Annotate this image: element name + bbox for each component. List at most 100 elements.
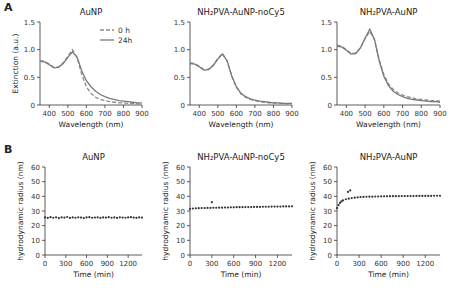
x-tick-label: 0 bbox=[335, 260, 339, 268]
scatter-point bbox=[221, 207, 223, 209]
x-axis bbox=[190, 105, 292, 106]
line-series bbox=[337, 31, 440, 101]
scatter-point bbox=[380, 195, 382, 197]
y-tick bbox=[187, 105, 190, 106]
scatter-point bbox=[421, 195, 423, 197]
chart: AuNP40050060070080090000.51.01.5Waveleng… bbox=[11, 7, 149, 129]
x-tick bbox=[199, 105, 200, 108]
y-tick-label: 40 bbox=[176, 193, 185, 201]
scatter-point bbox=[201, 207, 203, 209]
x-tick-label: 0 bbox=[188, 260, 192, 268]
chart: NH₂PVA-AuNP-noCy540050060070080090000.51… bbox=[174, 7, 299, 129]
scatter-point bbox=[279, 206, 281, 208]
y-tick-label: 0 bbox=[328, 252, 332, 260]
scatter-point bbox=[69, 217, 71, 219]
y-tick bbox=[187, 211, 190, 212]
x-tick-label: 900 bbox=[135, 110, 148, 118]
chart: NH₂PVA-AuNP40050060070080090000.51.01.5W… bbox=[321, 7, 447, 129]
y-tick bbox=[187, 225, 190, 226]
y-tick bbox=[42, 196, 45, 197]
y-axis-label: hydrodynamic radius (nm) bbox=[16, 161, 25, 260]
y-tick-label: 1.5 bbox=[24, 19, 35, 27]
x-tick bbox=[403, 255, 404, 258]
x-tick bbox=[255, 255, 256, 258]
scatter-point bbox=[288, 205, 290, 207]
x-tick bbox=[383, 105, 384, 108]
scatter-point bbox=[439, 195, 441, 197]
y-tick bbox=[187, 49, 190, 50]
y-tick-label: 0.5 bbox=[174, 74, 185, 82]
y-tick-label: 10 bbox=[176, 237, 185, 245]
figure: ABAuNP40050060070080090000.51.01.5Wavele… bbox=[0, 0, 451, 294]
x-tick-label: 700 bbox=[396, 110, 409, 118]
y-tick-label: 1.0 bbox=[321, 46, 332, 54]
scatter-point bbox=[347, 191, 349, 193]
x-axis bbox=[40, 105, 142, 106]
x-tick-label: 1200 bbox=[416, 260, 434, 268]
scatter-point bbox=[407, 195, 409, 197]
y-tick bbox=[37, 22, 40, 23]
scatter-point bbox=[374, 195, 376, 197]
line-series bbox=[40, 50, 142, 104]
scatter-point bbox=[233, 206, 235, 208]
y-tick bbox=[37, 49, 40, 50]
scatter-point bbox=[430, 195, 432, 197]
x-tick bbox=[128, 255, 129, 258]
y-axis bbox=[40, 22, 41, 105]
x-tick bbox=[211, 255, 212, 258]
y-tick-label: 20 bbox=[176, 222, 185, 230]
x-tick bbox=[142, 105, 143, 108]
scatter-point bbox=[357, 196, 359, 198]
y-axis-label: Extinction (a.u.) bbox=[11, 34, 20, 94]
x-tick-label: 800 bbox=[267, 110, 280, 118]
x-tick-label: 500 bbox=[211, 110, 224, 118]
scatter-point bbox=[110, 217, 112, 219]
x-tick bbox=[190, 255, 191, 258]
scatter-point bbox=[415, 195, 417, 197]
y-tick-label: 20 bbox=[31, 222, 40, 230]
scatter-point bbox=[209, 207, 211, 209]
scatter-point bbox=[409, 195, 411, 197]
y-tick bbox=[42, 167, 45, 168]
x-axis bbox=[337, 105, 440, 106]
scatter-point bbox=[337, 204, 339, 206]
chart-title: NH₂PVA-AuNP bbox=[360, 7, 418, 17]
scatter-point bbox=[389, 195, 391, 197]
scatter-point bbox=[195, 207, 197, 209]
scatter-point bbox=[141, 217, 143, 219]
x-tick-label: 500 bbox=[358, 110, 371, 118]
scatter-point bbox=[83, 217, 85, 219]
y-tick bbox=[42, 225, 45, 226]
y-tick-label: 1.0 bbox=[24, 46, 35, 54]
y-axis bbox=[337, 22, 338, 105]
x-tick bbox=[65, 255, 66, 258]
y-tick bbox=[187, 255, 190, 256]
scatter-point bbox=[273, 206, 275, 208]
y-tick-label: 40 bbox=[31, 193, 40, 201]
y-tick-label: 10 bbox=[31, 237, 40, 245]
scatter-point bbox=[113, 216, 115, 218]
scatter-point bbox=[238, 206, 240, 208]
x-axis-label: Wavelength (nm) bbox=[209, 120, 274, 129]
y-tick bbox=[334, 49, 337, 50]
x-tick-label: 600 bbox=[374, 260, 387, 268]
scatter-point bbox=[383, 195, 385, 197]
x-tick bbox=[107, 255, 108, 258]
x-axis bbox=[190, 255, 292, 256]
y-tick bbox=[334, 225, 337, 226]
x-tick bbox=[67, 105, 68, 108]
y-tick bbox=[42, 181, 45, 182]
y-tick-label: 40 bbox=[323, 193, 332, 201]
scatter-point bbox=[348, 198, 350, 200]
scatter-point bbox=[268, 206, 270, 208]
y-tick-label: 0 bbox=[328, 102, 332, 110]
y-tick bbox=[187, 196, 190, 197]
y-tick bbox=[187, 240, 190, 241]
chart-title: NH₂PVA-AuNP-noCy5 bbox=[197, 7, 285, 17]
scatter-point bbox=[398, 195, 400, 197]
scatter-point bbox=[211, 201, 213, 203]
x-tick-label: 400 bbox=[43, 110, 56, 118]
x-tick bbox=[365, 105, 366, 108]
scatter-point bbox=[215, 207, 217, 209]
x-tick bbox=[86, 105, 87, 108]
